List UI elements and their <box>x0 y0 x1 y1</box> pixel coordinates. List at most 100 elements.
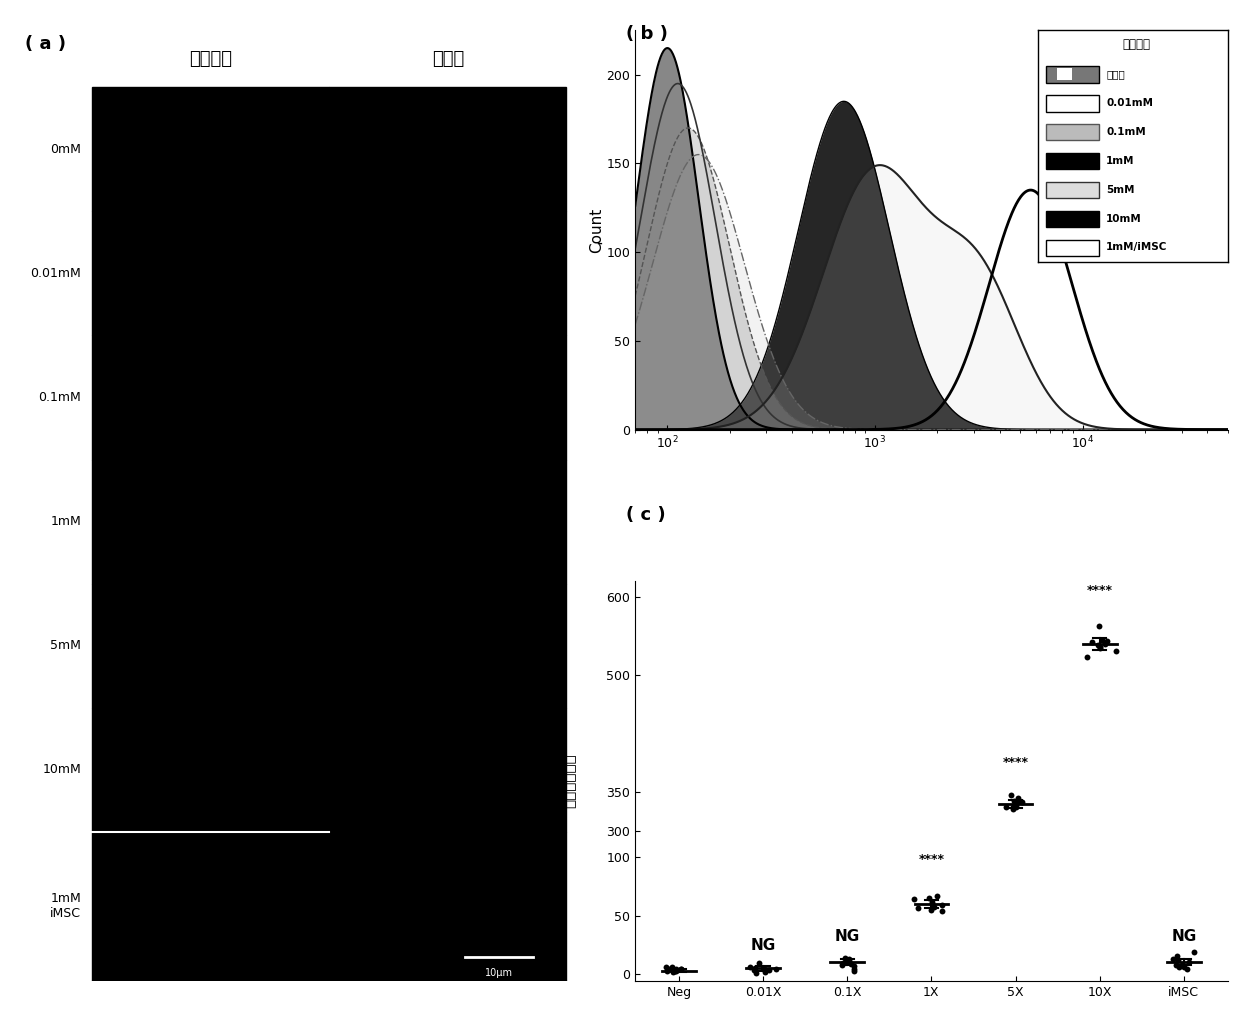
Point <box>1166 956 1185 973</box>
Point <box>671 961 691 978</box>
Bar <box>330 336 567 460</box>
Point <box>657 963 677 980</box>
Point <box>755 964 775 981</box>
Point <box>1097 633 1117 649</box>
Point <box>746 966 766 982</box>
Text: NG: NG <box>750 938 776 953</box>
Text: ( a ): ( a ) <box>25 35 66 54</box>
Point <box>996 799 1016 815</box>
Bar <box>93 460 330 583</box>
Point <box>1003 799 1023 815</box>
Bar <box>93 336 330 460</box>
Bar <box>330 211 567 336</box>
Point <box>1090 639 1110 655</box>
Point <box>839 951 859 968</box>
Point <box>1184 944 1204 960</box>
Text: NG: NG <box>835 929 859 943</box>
Point <box>656 959 676 976</box>
Point <box>1174 958 1194 975</box>
Point <box>666 961 686 978</box>
Point <box>1168 951 1188 968</box>
Point <box>1007 794 1027 810</box>
Text: ****: **** <box>1086 584 1112 596</box>
Point <box>836 949 856 966</box>
Point <box>1004 793 1024 809</box>
Point <box>754 961 774 978</box>
Point <box>1179 954 1199 971</box>
Point <box>660 961 680 978</box>
Bar <box>330 460 567 583</box>
Point <box>759 962 779 979</box>
Point <box>745 959 765 976</box>
Point <box>1001 787 1021 803</box>
Point <box>1090 640 1110 656</box>
Point <box>928 888 947 904</box>
Point <box>923 897 942 913</box>
Point <box>740 958 760 975</box>
Point <box>1076 649 1096 665</box>
Point <box>832 956 852 973</box>
Point <box>1007 797 1027 813</box>
Point <box>932 903 952 919</box>
Bar <box>330 87 567 211</box>
Point <box>663 963 683 980</box>
Point <box>844 961 864 978</box>
Point <box>924 899 944 915</box>
Point <box>844 962 864 979</box>
Point <box>749 955 769 972</box>
Point <box>1168 959 1188 976</box>
Point <box>1177 960 1197 977</box>
Point <box>1106 643 1126 659</box>
Point <box>1003 801 1023 817</box>
Point <box>1167 947 1187 963</box>
Text: 荧光多肽: 荧光多肽 <box>190 50 232 68</box>
Point <box>931 897 951 913</box>
Text: ****: **** <box>1003 756 1028 769</box>
Point <box>662 958 682 975</box>
Point <box>1095 636 1115 652</box>
Point <box>753 960 773 977</box>
Point <box>908 900 928 916</box>
Point <box>839 952 859 969</box>
Bar <box>93 708 330 832</box>
Text: 1mM
iMSC: 1mM iMSC <box>50 893 81 920</box>
Point <box>666 962 686 979</box>
Bar <box>330 708 567 832</box>
Point <box>1090 618 1110 634</box>
Text: 0mM: 0mM <box>51 143 81 156</box>
Text: 组合图: 组合图 <box>432 50 464 68</box>
Point <box>671 960 691 977</box>
Bar <box>93 832 330 981</box>
Point <box>1012 794 1032 810</box>
Point <box>1083 634 1102 650</box>
Bar <box>93 583 330 708</box>
Bar <box>330 832 567 981</box>
Point <box>920 890 940 906</box>
Text: ****: **** <box>919 853 945 866</box>
Bar <box>330 583 567 708</box>
Point <box>744 962 764 979</box>
Text: 1mM: 1mM <box>51 515 81 528</box>
Text: NG: NG <box>1172 929 1197 943</box>
Text: -: - <box>596 234 603 252</box>
Point <box>1008 790 1028 806</box>
Point <box>1163 950 1183 967</box>
Bar <box>93 87 330 211</box>
Point <box>1089 637 1109 653</box>
Point <box>765 961 785 978</box>
Point <box>921 903 941 919</box>
Text: 5mM: 5mM <box>51 639 81 652</box>
Point <box>923 894 942 910</box>
Point <box>842 955 862 972</box>
Text: 0.1mM: 0.1mM <box>38 391 81 404</box>
Y-axis label: 相对荧光强度: 相对荧光强度 <box>560 753 577 809</box>
Text: 10μm: 10μm <box>485 969 512 979</box>
Text: ( b ): ( b ) <box>626 25 668 43</box>
Point <box>835 953 854 970</box>
Point <box>666 963 686 980</box>
Point <box>1091 632 1111 648</box>
Bar <box>93 211 330 336</box>
Text: 0.01mM: 0.01mM <box>31 267 81 280</box>
Y-axis label: Count: Count <box>589 207 604 253</box>
Point <box>1006 799 1025 815</box>
